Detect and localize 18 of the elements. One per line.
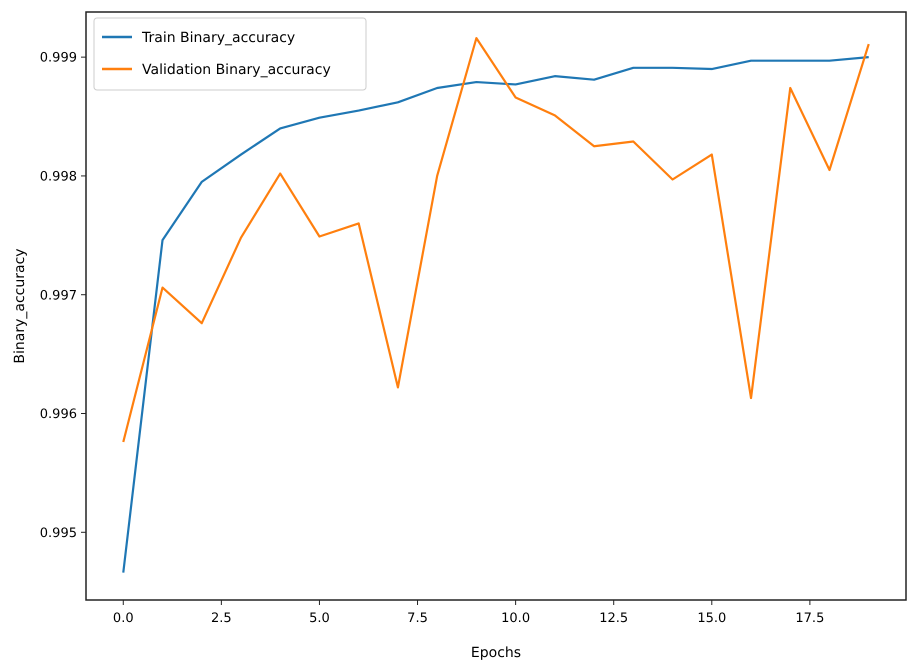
legend-label: Validation Binary_accuracy [142, 62, 331, 78]
y-tick-label: 0.995 [40, 526, 77, 541]
x-tick-label: 7.5 [407, 611, 428, 626]
x-tick-label: 12.5 [599, 611, 628, 626]
y-tick-label: 0.999 [40, 50, 77, 66]
x-tick-label: 5.0 [309, 611, 330, 626]
x-tick-label: 10.0 [501, 611, 530, 626]
x-tick-label: 15.0 [697, 611, 726, 626]
x-tick-label: 2.5 [211, 611, 232, 626]
legend-label: Train Binary_accuracy [141, 30, 296, 46]
line-series [122, 56, 870, 574]
x-axis-title: Epochs [470, 645, 522, 661]
y-tick-label: 0.996 [40, 407, 77, 422]
x-tick-label: 17.5 [795, 611, 824, 626]
y-axis-title: Binary_accuracy [12, 248, 28, 364]
y-tick-label: 0.998 [40, 169, 77, 184]
x-tick-label: 0.0 [112, 611, 134, 626]
y-tick-label: 0.997 [40, 288, 77, 304]
